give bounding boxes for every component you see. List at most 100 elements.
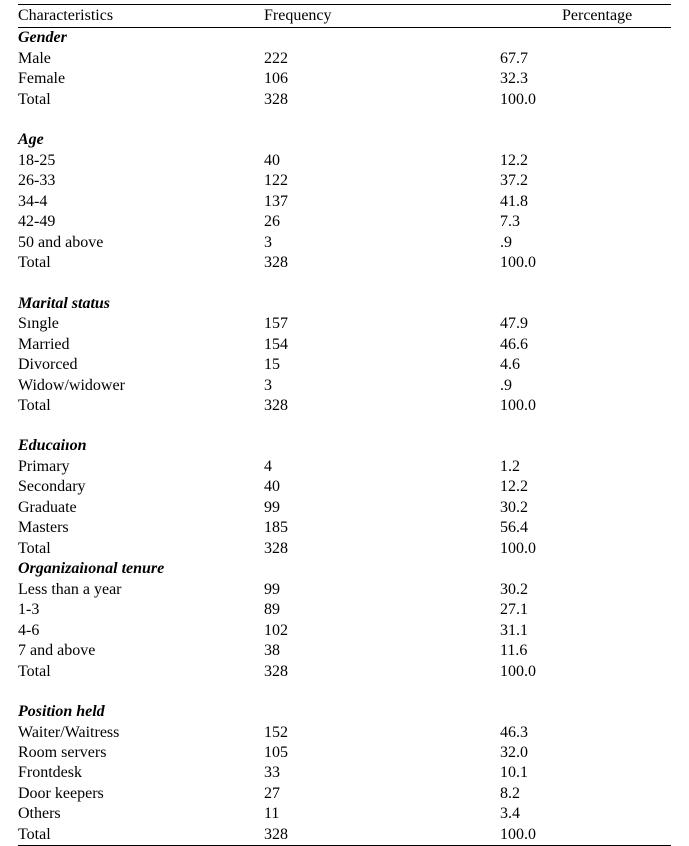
cell-pct: 4.6 [500, 355, 671, 375]
cell-label: Frontdesk [18, 763, 264, 783]
cell-label: Divorced [18, 355, 264, 375]
cell-label: 26-33 [18, 171, 264, 191]
cell-pct: 67.7 [500, 49, 671, 69]
cell-label: Female [18, 69, 264, 89]
table-row: Total328100.0 [18, 539, 671, 559]
section-title: Position held [18, 702, 264, 722]
table-row: 1-38927.1 [18, 600, 671, 620]
table-row: Total328100.0 [18, 90, 671, 110]
section-spacer [18, 110, 671, 130]
table-row: Total328100.0 [18, 662, 671, 682]
cell-freq: 328 [264, 539, 500, 559]
cell-pct: .9 [500, 233, 671, 253]
cell-freq: 4 [264, 457, 500, 477]
cell-freq: 33 [264, 763, 500, 783]
cell-label: Waiter/Waitress [18, 723, 264, 743]
table-row: 42-49267.3 [18, 212, 671, 232]
table-row: Less than a year9930.2 [18, 580, 671, 600]
cell-label: Widow/widower [18, 376, 264, 396]
table-row: Frontdesk3310.1 [18, 763, 671, 783]
section-title: Marital status [18, 294, 264, 314]
cell-freq: 154 [264, 335, 500, 355]
demographics-table: Characteristics Frequency Percentage Gen… [18, 4, 671, 846]
cell-freq: 3 [264, 233, 500, 253]
cell-pct: 100.0 [500, 253, 671, 273]
cell-freq: 185 [264, 518, 500, 538]
cell-freq: 40 [264, 477, 500, 497]
cell-label: Sıngle [18, 314, 264, 334]
table-row: Primary41.2 [18, 457, 671, 477]
cell-label: 1-3 [18, 600, 264, 620]
section-title: Age [18, 130, 264, 150]
table-header-row: Characteristics Frequency Percentage [18, 4, 671, 28]
section-spacer [18, 416, 671, 436]
cell-freq: 11 [264, 804, 500, 824]
header-frequency: Frequency [264, 6, 500, 26]
section-age: Age [18, 130, 671, 150]
table-row: 26-3312237.2 [18, 171, 671, 191]
table-row: Divorced154.6 [18, 355, 671, 375]
cell-label: Primary [18, 457, 264, 477]
cell-freq: 328 [264, 825, 500, 845]
cell-pct: 31.1 [500, 621, 671, 641]
cell-pct: 7.3 [500, 212, 671, 232]
table-row: Masters18556.4 [18, 518, 671, 538]
section-tenure: Organizaiıonal tenure [18, 559, 671, 579]
header-characteristics: Characteristics [18, 6, 264, 26]
cell-label: 50 and above [18, 233, 264, 253]
cell-pct: 46.3 [500, 723, 671, 743]
table-row: 50 and above3.9 [18, 233, 671, 253]
table-row: Secondary4012.2 [18, 477, 671, 497]
cell-pct: 100.0 [500, 396, 671, 416]
cell-label: Male [18, 49, 264, 69]
table-row: Male22267.7 [18, 49, 671, 69]
cell-freq: 40 [264, 151, 500, 171]
cell-label: 7 and above [18, 641, 264, 661]
table-row: 18-254012.2 [18, 151, 671, 171]
cell-pct: 12.2 [500, 477, 671, 497]
cell-pct: 100.0 [500, 825, 671, 845]
cell-freq: 328 [264, 253, 500, 273]
table-row: 4-610231.1 [18, 621, 671, 641]
cell-label: Married [18, 335, 264, 355]
cell-pct: 32.0 [500, 743, 671, 763]
cell-label: Room servers [18, 743, 264, 763]
cell-freq: 157 [264, 314, 500, 334]
table-row: Married15446.6 [18, 335, 671, 355]
cell-label: 34-4 [18, 192, 264, 212]
table-row: 7 and above3811.6 [18, 641, 671, 661]
cell-pct: 30.2 [500, 498, 671, 518]
cell-label: Total [18, 253, 264, 273]
cell-pct: 100.0 [500, 90, 671, 110]
cell-freq: 137 [264, 192, 500, 212]
cell-label: 18-25 [18, 151, 264, 171]
cell-pct: 56.4 [500, 518, 671, 538]
cell-freq: 328 [264, 662, 500, 682]
table-row: Total328100.0 [18, 253, 671, 273]
cell-freq: 27 [264, 784, 500, 804]
cell-label: Total [18, 396, 264, 416]
cell-freq: 15 [264, 355, 500, 375]
table-row: Others113.4 [18, 804, 671, 824]
cell-label: Total [18, 825, 264, 845]
cell-freq: 106 [264, 69, 500, 89]
section-position: Position held [18, 702, 671, 722]
cell-freq: 328 [264, 396, 500, 416]
table-row: Door keepers278.2 [18, 784, 671, 804]
cell-label: Less than a year [18, 580, 264, 600]
cell-pct: 1.2 [500, 457, 671, 477]
cell-freq: 222 [264, 49, 500, 69]
section-spacer [18, 682, 671, 702]
cell-label: Door keepers [18, 784, 264, 804]
section-gender: Gender [18, 28, 671, 48]
table-row: 34-413741.8 [18, 192, 671, 212]
cell-pct: 10.1 [500, 763, 671, 783]
cell-freq: 122 [264, 171, 500, 191]
table-row: Widow/widower3.9 [18, 376, 671, 396]
cell-pct: 27.1 [500, 600, 671, 620]
cell-pct: 8.2 [500, 784, 671, 804]
cell-label: Total [18, 662, 264, 682]
cell-freq: 99 [264, 498, 500, 518]
cell-pct: .9 [500, 376, 671, 396]
cell-label: Secondary [18, 477, 264, 497]
